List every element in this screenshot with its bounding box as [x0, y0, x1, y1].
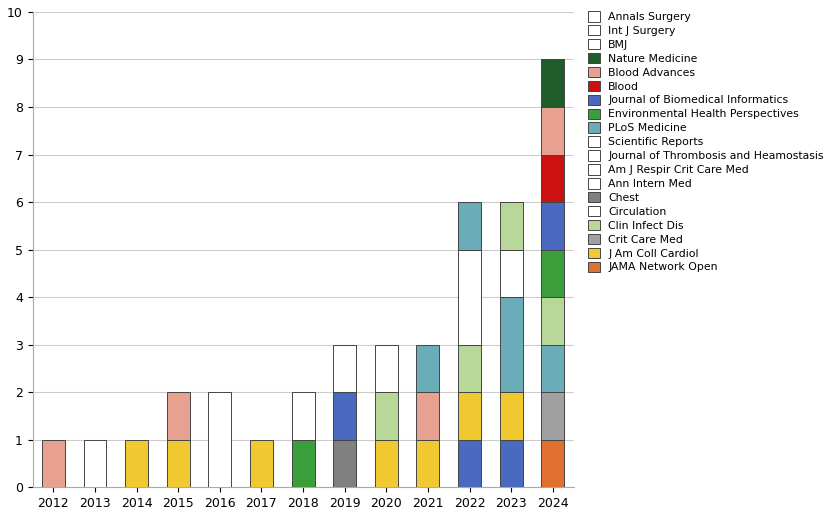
- Bar: [333, 392, 356, 440]
- Bar: [458, 345, 481, 392]
- Bar: [291, 440, 315, 488]
- Bar: [417, 440, 439, 488]
- Bar: [541, 297, 564, 345]
- Bar: [541, 250, 564, 297]
- Bar: [291, 392, 315, 440]
- Bar: [458, 202, 481, 250]
- Bar: [167, 392, 190, 440]
- Bar: [541, 202, 564, 250]
- Bar: [541, 59, 564, 107]
- Bar: [499, 297, 523, 392]
- Bar: [499, 392, 523, 440]
- Bar: [42, 440, 65, 488]
- Bar: [417, 345, 439, 392]
- Bar: [84, 440, 106, 488]
- Bar: [541, 155, 564, 202]
- Bar: [458, 392, 481, 440]
- Bar: [250, 440, 273, 488]
- Bar: [541, 107, 564, 155]
- Bar: [209, 392, 231, 488]
- Bar: [541, 392, 564, 440]
- Bar: [333, 440, 356, 488]
- Bar: [167, 440, 190, 488]
- Bar: [375, 345, 397, 392]
- Bar: [458, 250, 481, 345]
- Bar: [125, 440, 148, 488]
- Bar: [417, 392, 439, 440]
- Bar: [333, 345, 356, 392]
- Bar: [541, 345, 564, 392]
- Bar: [499, 440, 523, 488]
- Bar: [375, 440, 397, 488]
- Bar: [541, 440, 564, 488]
- Bar: [499, 250, 523, 297]
- Bar: [458, 440, 481, 488]
- Bar: [375, 392, 397, 440]
- Bar: [499, 202, 523, 250]
- Legend: Annals Surgery, Int J Surgery, BMJ, Nature Medicine, Blood Advances, Blood, Jour: Annals Surgery, Int J Surgery, BMJ, Natu…: [584, 8, 827, 276]
